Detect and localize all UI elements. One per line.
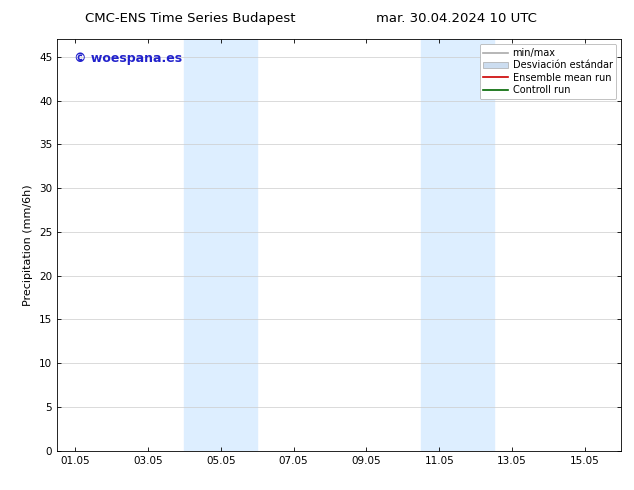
Text: CMC-ENS Time Series Budapest: CMC-ENS Time Series Budapest (85, 12, 295, 25)
Text: © woespana.es: © woespana.es (74, 51, 182, 65)
Bar (184, 39, 221, 451)
Bar (421, 39, 458, 451)
Bar (221, 39, 257, 451)
Legend: min/max, Desviación estándar, Ensemble mean run, Controll run: min/max, Desviación estándar, Ensemble m… (479, 44, 616, 99)
Text: mar. 30.04.2024 10 UTC: mar. 30.04.2024 10 UTC (376, 12, 537, 25)
Bar (458, 39, 494, 451)
Y-axis label: Precipitation (mm/6h): Precipitation (mm/6h) (23, 184, 34, 306)
